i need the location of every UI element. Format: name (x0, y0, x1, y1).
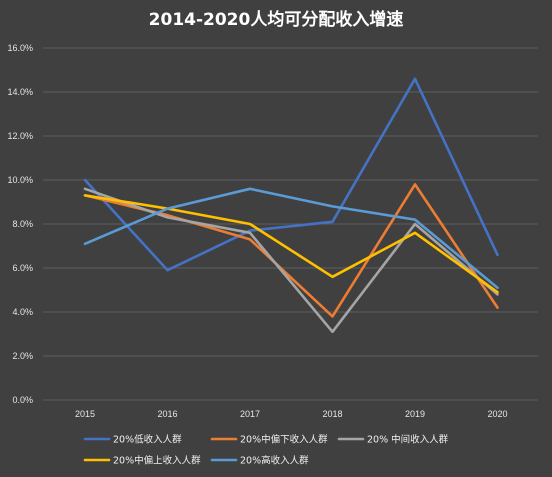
x-tick-label: 2020 (487, 409, 507, 419)
series-line (83, 187, 499, 334)
legend: 20%低收入人群 20%中偏下收入人群 20% 中间收入人群 20%中偏上收入人群 20… (83, 434, 449, 467)
chart-title: 2014-2020人均可分配收入增速 (149, 9, 404, 30)
legend-label: 20%中偏下收入人群 (240, 434, 328, 446)
x-axis-ticks: 2015 2016 2017 2018 2019 2020 (75, 409, 508, 419)
grid-layer (43, 47, 538, 401)
x-tick-label: 2019 (405, 409, 425, 419)
legend-item: 20%中偏下收入人群 (210, 434, 328, 446)
legend-item: 20%低收入人群 (83, 434, 182, 446)
series-line (83, 194, 499, 294)
series-line (83, 187, 499, 290)
y-tick-label: 0.0% (12, 395, 33, 405)
x-tick-label: 2016 (157, 409, 177, 419)
series-layer (83, 77, 499, 334)
x-tick-label: 2015 (75, 409, 95, 419)
y-tick-label: 10.0% (7, 175, 33, 185)
x-tick-label: 2017 (240, 409, 260, 419)
y-tick-label: 12.0% (7, 131, 33, 141)
legend-item: 20%高收入人群 (210, 455, 309, 467)
y-axis-ticks: 0.0% 2.0% 4.0% 6.0% 8.0% 10.0% 12.0% 14.0% 16.0% (7, 43, 33, 405)
legend-item: 20% 中间收入人群 (337, 434, 449, 446)
series-line (83, 77, 499, 272)
y-tick-label: 6.0% (12, 263, 33, 273)
legend-label: 20% 中间收入人群 (367, 434, 449, 446)
legend-label: 20%低收入人群 (113, 434, 182, 446)
legend-label: 20%中偏上收入人群 (113, 455, 201, 467)
y-tick-label: 14.0% (7, 87, 33, 97)
y-tick-label: 4.0% (12, 307, 33, 317)
legend-item: 20%中偏上收入人群 (83, 455, 201, 467)
y-tick-label: 2.0% (12, 351, 33, 361)
y-tick-label: 16.0% (7, 43, 33, 53)
x-tick-label: 2018 (322, 409, 342, 419)
y-tick-label: 8.0% (12, 219, 33, 229)
legend-label: 20%高收入人群 (240, 455, 309, 467)
